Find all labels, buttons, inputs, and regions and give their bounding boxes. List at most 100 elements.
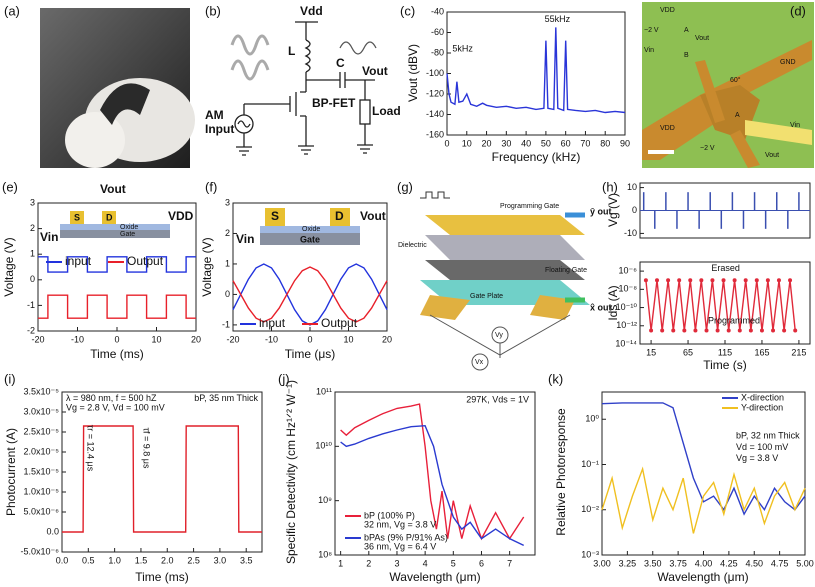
label: D <box>335 209 344 223</box>
label: D <box>106 212 113 222</box>
x-tick-label: 2.0 <box>161 555 174 565</box>
legend-label: input <box>259 316 286 330</box>
fet <box>244 91 307 146</box>
x-tick-label: 90 <box>620 138 630 148</box>
x-axis-label: Time (μs) <box>285 347 335 361</box>
insets: S D Vout VDD Vin Oxide Gate S D Vout Vin… <box>40 182 386 246</box>
panel-label: (k) <box>548 371 563 386</box>
point <box>693 328 698 333</box>
label: GND <box>780 59 796 66</box>
label: x̂ out <box>590 302 612 312</box>
y-tick-label: 10⁻⁸ <box>618 284 637 294</box>
label: A <box>735 112 740 119</box>
point <box>771 328 776 333</box>
point <box>765 278 770 283</box>
panel-label: (a) <box>4 3 20 18</box>
y-tick-label: 0 <box>30 274 35 284</box>
label: Floating Gate <box>545 267 587 274</box>
label: BP-FET <box>312 96 356 110</box>
label: VDD <box>660 7 675 14</box>
x-tick-label: 5 <box>451 558 456 568</box>
panel-label: (d) <box>790 3 806 18</box>
point <box>677 278 682 283</box>
panel-a: (a) <box>4 3 195 168</box>
am-wave <box>230 34 270 81</box>
contact <box>420 295 575 320</box>
series-line <box>645 280 796 331</box>
x-tick-label: 4.25 <box>720 558 738 568</box>
meter <box>471 353 489 371</box>
y-tick-label: -160 <box>426 129 444 139</box>
label: C <box>336 56 345 70</box>
panel-label: (g) <box>397 179 413 194</box>
y-axis-label: Vg (V) <box>606 193 620 227</box>
legend-label: input <box>65 254 92 268</box>
label: Vdd <box>300 4 323 18</box>
x-tick-label: 0.0 <box>56 555 69 565</box>
series-line <box>232 266 388 323</box>
legend-detail: 32 nm, Vg = 3.8 V <box>364 519 436 529</box>
y-axis-label: Voltage (V) <box>200 237 214 296</box>
x-tick-label: 7 <box>507 558 512 568</box>
series-line <box>446 27 626 114</box>
x-tick-label: -10 <box>265 334 278 344</box>
annotation: Erased <box>711 263 740 273</box>
x-tick-label: 20 <box>382 334 392 344</box>
programming-gate <box>425 215 585 235</box>
point <box>788 278 793 283</box>
series-line <box>62 425 262 533</box>
source <box>70 211 84 224</box>
label: Oxide <box>120 224 138 231</box>
label: 60° <box>730 76 741 84</box>
x-tick-label: 4.50 <box>745 558 763 568</box>
y-tick-label: 3.0x10⁻⁵ <box>23 406 59 416</box>
y-tick-label: 3 <box>30 197 35 207</box>
panel-b: (b) Vdd L C Vout Load BP-FET AM Input <box>205 3 401 156</box>
point <box>715 328 720 333</box>
x-tick-label: 40 <box>521 138 531 148</box>
scale-bar <box>648 150 674 154</box>
point <box>688 278 693 283</box>
x-tick-label: 60 <box>561 138 571 148</box>
label: −2 V <box>700 145 715 152</box>
x-tick-label: 15 <box>646 347 656 357</box>
x-tick-label: 4 <box>423 558 428 568</box>
label: Vin <box>236 232 254 246</box>
legend-label: Output <box>321 316 358 330</box>
y-tick-label: 1 <box>30 249 35 259</box>
annotation: λ = 980 nm, f = 500 hZ <box>66 393 157 403</box>
x-tick-label: 4.00 <box>695 558 713 568</box>
label: Vx <box>475 359 484 366</box>
y-tick-label: 10⁻² <box>581 504 599 514</box>
y-tick-label: -80 <box>431 47 444 57</box>
label: L <box>288 44 295 58</box>
gate <box>260 233 360 245</box>
y-tick-label: 1 <box>225 258 230 268</box>
point <box>649 328 654 333</box>
panel-d: (d) VDD −2 V Vout Vin A B GND 60° VDD A … <box>642 2 814 168</box>
y-axis-label: Vout (dBV) <box>406 44 420 102</box>
annotation: Vg = 3.8 V <box>736 453 778 463</box>
label: Vin <box>644 47 654 54</box>
point <box>726 328 731 333</box>
point <box>721 278 726 283</box>
x-tick-label: 30 <box>501 138 511 148</box>
plot-frame <box>601 391 806 556</box>
y-tick-label: 10¹¹ <box>316 386 332 396</box>
source <box>237 120 251 128</box>
x-tick-label: -10 <box>71 334 84 344</box>
legend-detail: 36 nm, Vg = 6.4 V <box>364 541 436 551</box>
x-tick-label: 165 <box>754 347 769 357</box>
series-line <box>340 424 525 547</box>
y-tick-label: 10⁹ <box>318 495 332 505</box>
x-tick-label: 3.5 <box>240 555 253 565</box>
legend-label: X-direction <box>741 392 784 402</box>
electrode <box>730 130 760 168</box>
legend-label: Y-direction <box>741 402 783 412</box>
x-tick-label: 10 <box>151 334 161 344</box>
x-tick-label: 70 <box>580 138 590 148</box>
y-tick-label: 10⁻¹⁴ <box>615 338 637 348</box>
floating-gate <box>425 260 585 280</box>
y-axis-label: Ids (A) <box>606 285 620 320</box>
